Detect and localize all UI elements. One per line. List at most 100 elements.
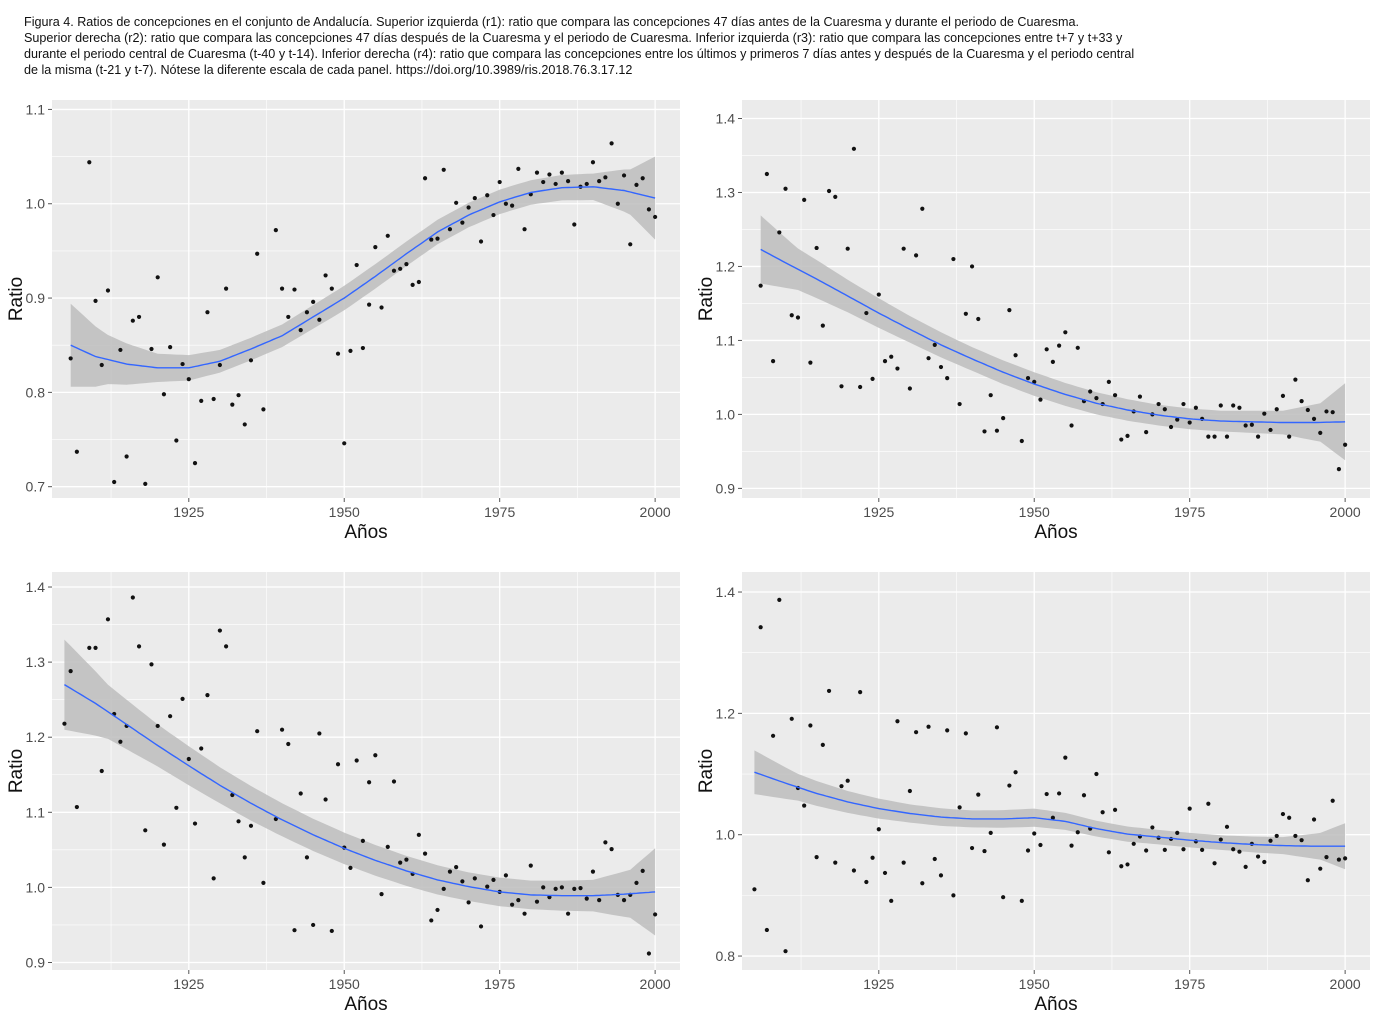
- y-tick-label: 1.4: [26, 579, 46, 595]
- data-point: [1038, 842, 1043, 848]
- data-point: [640, 176, 645, 181]
- data-point: [882, 870, 888, 876]
- data-point: [603, 175, 608, 180]
- data-point: [1212, 434, 1217, 439]
- data-point: [205, 310, 210, 315]
- data-point: [1299, 838, 1304, 843]
- data-point: [255, 251, 260, 256]
- data-point: [1094, 396, 1099, 401]
- data-point: [1013, 770, 1018, 775]
- data-point: [1318, 430, 1323, 435]
- data-point: [348, 865, 353, 870]
- y-tick-label: 1.0: [26, 879, 46, 895]
- data-point: [820, 742, 825, 748]
- data-point: [311, 922, 316, 928]
- data-point: [584, 181, 589, 187]
- data-point: [957, 805, 962, 810]
- data-point: [99, 768, 104, 774]
- data-point: [503, 201, 509, 206]
- data-point: [422, 851, 428, 856]
- data-point: [404, 857, 409, 862]
- data-point: [422, 176, 428, 181]
- figure-caption: Figura 4. Ratios de concepciones en el c…: [24, 14, 1324, 78]
- data-point: [963, 731, 968, 736]
- data-point: [901, 860, 906, 865]
- data-point: [845, 246, 850, 251]
- data-point: [205, 693, 210, 698]
- data-point: [789, 313, 794, 318]
- data-point: [938, 364, 944, 370]
- data-point: [1144, 848, 1149, 853]
- data-point: [217, 628, 222, 633]
- x-tick-label: 1925: [863, 504, 894, 520]
- caption-line: Superior derecha (r2): ratio que compara…: [24, 31, 1123, 45]
- data-point: [1094, 771, 1099, 777]
- data-point: [1262, 411, 1267, 416]
- data-point: [199, 746, 204, 751]
- data-point: [1162, 407, 1167, 412]
- data-point: [770, 359, 776, 364]
- data-point: [1044, 347, 1049, 352]
- data-point: [1013, 353, 1018, 358]
- data-point: [969, 264, 975, 269]
- data-point: [242, 855, 247, 860]
- data-point: [1057, 343, 1062, 348]
- data-point: [858, 690, 863, 695]
- data-point: [808, 723, 813, 728]
- data-point: [1075, 830, 1080, 835]
- data-point: [920, 206, 925, 211]
- data-point: [976, 792, 981, 797]
- data-point: [994, 725, 1000, 730]
- y-tick-label: 0.8: [26, 384, 46, 400]
- y-tick-label: 1.2: [716, 258, 736, 274]
- data-point: [199, 398, 204, 403]
- y-tick-label: 1.0: [26, 196, 46, 212]
- data-point: [217, 362, 222, 368]
- confidence-ribbon: [754, 750, 1346, 870]
- smooth-line: [70, 186, 656, 369]
- data-point: [541, 885, 546, 890]
- plot-background: [52, 100, 680, 498]
- x-tick-label: 1975: [1174, 504, 1205, 520]
- data-point: [932, 856, 937, 862]
- data-point: [124, 454, 129, 459]
- data-point: [764, 171, 769, 177]
- data-point: [93, 298, 98, 303]
- data-point: [367, 302, 372, 307]
- data-point: [168, 714, 173, 719]
- x-axis-label: Años: [1034, 994, 1077, 1015]
- y-tick-label: 1.0: [716, 827, 736, 843]
- data-point: [1001, 416, 1006, 421]
- data-point: [236, 819, 241, 824]
- data-point: [851, 868, 857, 873]
- y-tick-label: 1.1: [26, 804, 46, 820]
- data-point: [273, 816, 278, 822]
- data-point: [553, 886, 558, 891]
- data-point: [87, 645, 92, 650]
- data-point: [304, 855, 310, 860]
- data-point: [1305, 407, 1310, 413]
- data-point: [565, 179, 571, 184]
- data-point: [951, 893, 956, 898]
- data-point: [1112, 807, 1118, 812]
- data-point: [814, 855, 819, 860]
- plot-background: [742, 572, 1370, 970]
- data-point: [1187, 420, 1192, 425]
- data-point: [1125, 862, 1130, 867]
- data-point: [1181, 401, 1186, 407]
- data-point: [223, 644, 229, 649]
- data-point: [1044, 791, 1049, 797]
- data-point: [441, 167, 446, 172]
- data-point: [155, 275, 160, 280]
- data-point: [429, 918, 434, 923]
- x-tick-label: 1925: [173, 504, 204, 520]
- data-point: [1075, 345, 1080, 350]
- x-tick-label: 2000: [1330, 976, 1361, 992]
- data-point: [1330, 798, 1335, 803]
- data-point: [982, 429, 987, 434]
- y-tick-label: 1.2: [716, 705, 736, 721]
- data-point: [1156, 401, 1161, 407]
- data-point: [298, 791, 303, 796]
- data-point: [1237, 405, 1242, 410]
- y-axis-label: Ratio: [6, 277, 27, 321]
